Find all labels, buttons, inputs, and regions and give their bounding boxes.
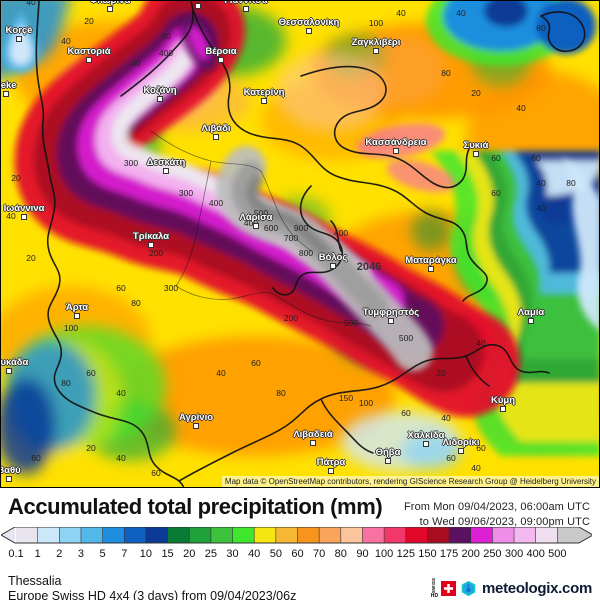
- svg-text:80: 80: [566, 178, 576, 188]
- svg-text:20: 20: [26, 253, 36, 263]
- svg-text:200: 200: [149, 248, 163, 258]
- svg-text:400: 400: [334, 228, 348, 238]
- svg-text:300: 300: [179, 188, 193, 198]
- svg-text:40: 40: [536, 203, 546, 213]
- svg-text:100: 100: [359, 398, 373, 408]
- svg-text:20: 20: [84, 16, 94, 26]
- svg-text:20: 20: [436, 368, 446, 378]
- svg-text:40: 40: [116, 453, 126, 463]
- svg-text:500: 500: [399, 333, 413, 343]
- svg-text:40: 40: [216, 368, 226, 378]
- svg-text:80: 80: [61, 378, 71, 388]
- svg-text:20: 20: [86, 443, 96, 453]
- svg-text:300: 300: [124, 158, 138, 168]
- svg-text:400: 400: [209, 198, 223, 208]
- svg-text:40: 40: [26, 1, 36, 7]
- svg-text:40: 40: [131, 58, 141, 68]
- svg-text:700: 700: [284, 233, 298, 243]
- svg-text:20: 20: [11, 173, 21, 183]
- svg-text:80: 80: [131, 298, 141, 308]
- svg-text:200: 200: [284, 313, 298, 323]
- svg-text:300: 300: [164, 283, 178, 293]
- svg-text:60: 60: [31, 453, 41, 463]
- svg-text:40: 40: [471, 463, 481, 473]
- svg-text:60: 60: [251, 358, 261, 368]
- svg-text:40: 40: [536, 178, 546, 188]
- svg-text:60: 60: [116, 283, 126, 293]
- svg-text:40: 40: [116, 388, 126, 398]
- svg-text:80: 80: [441, 68, 451, 78]
- svg-text:100: 100: [369, 18, 383, 28]
- svg-text:150: 150: [339, 393, 353, 403]
- svg-text:60: 60: [151, 468, 161, 478]
- svg-text:40: 40: [396, 8, 406, 18]
- svg-text:60: 60: [536, 23, 546, 33]
- svg-text:60: 60: [491, 153, 501, 163]
- svg-text:40: 40: [476, 338, 486, 348]
- svg-text:60: 60: [161, 31, 171, 41]
- svg-text:900: 900: [294, 223, 308, 233]
- svg-text:60: 60: [446, 453, 456, 463]
- svg-text:40: 40: [456, 8, 466, 18]
- svg-text:40: 40: [516, 103, 526, 113]
- svg-text:40: 40: [61, 36, 71, 46]
- svg-text:100: 100: [64, 323, 78, 333]
- svg-text:80: 80: [276, 388, 286, 398]
- svg-text:600: 600: [264, 223, 278, 233]
- svg-text:60: 60: [401, 408, 411, 418]
- svg-text:60: 60: [531, 153, 541, 163]
- svg-text:400: 400: [159, 48, 173, 58]
- svg-text:500: 500: [344, 318, 358, 328]
- svg-text:40: 40: [441, 413, 451, 423]
- svg-text:800: 800: [299, 248, 313, 258]
- svg-text:20: 20: [471, 88, 481, 98]
- svg-text:60: 60: [86, 368, 96, 378]
- svg-text:60: 60: [491, 188, 501, 198]
